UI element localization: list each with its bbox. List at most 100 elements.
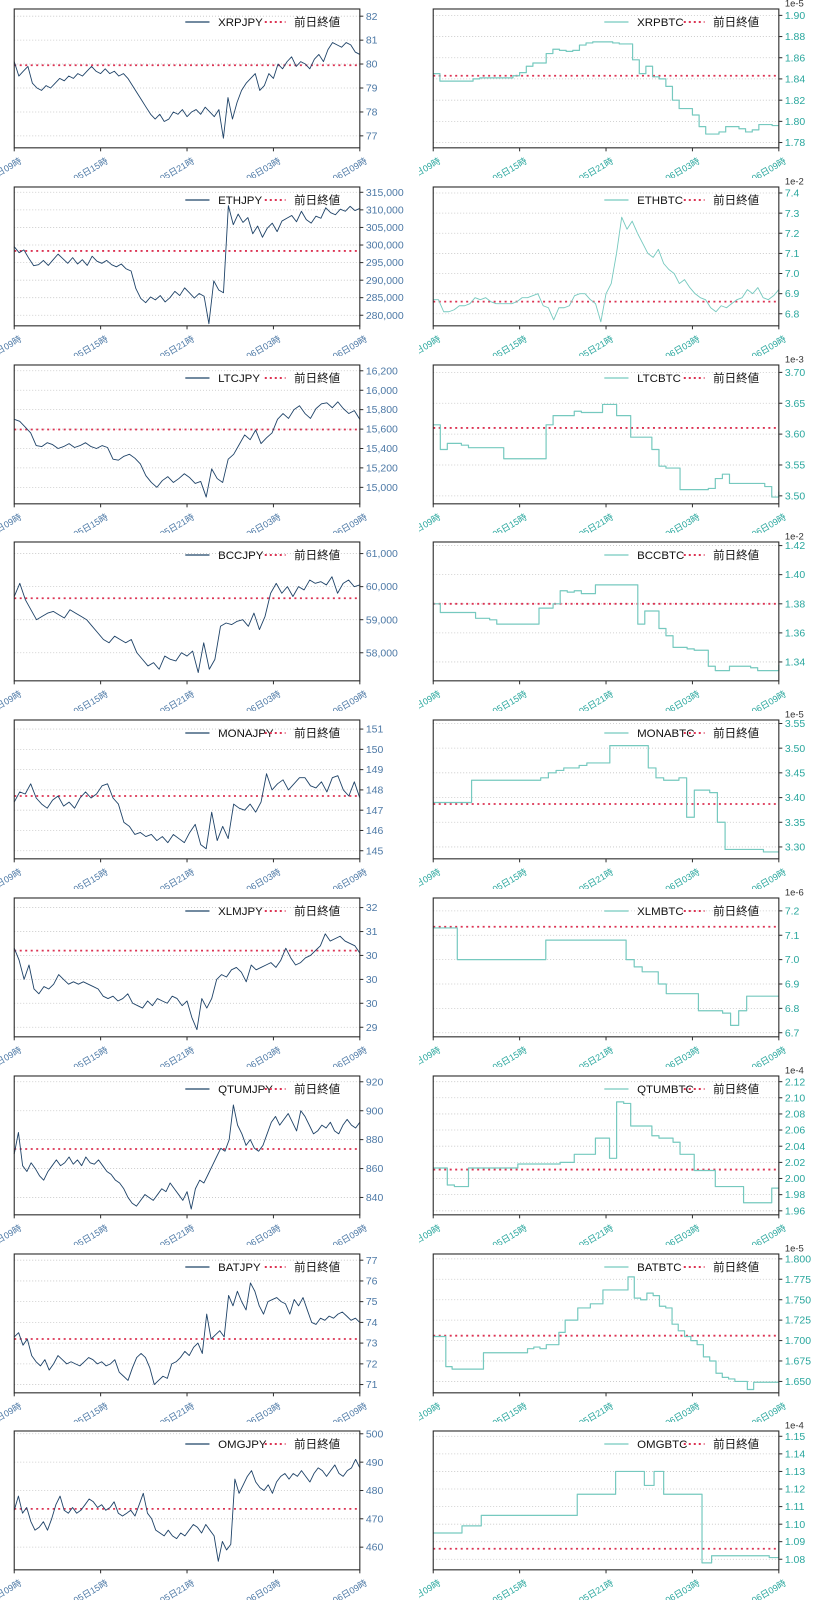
- chart-BCCJPY: 58,000 59,000 60,000 61,000 05日09時 05日15時 05日2…: [0, 533, 419, 711]
- chart-XRPJPY: 77 78 79 80 81 82 05日09時 05日15時 05日21時 06日03時 06日0…: [0, 0, 419, 178]
- chart-canvas-QTUMBTC: 1.96 1.98 2.00 2.02 2.04 2.06 2.08 2.10 2.12 05日0…: [419, 1067, 806, 1245]
- chart-ETHJPY: 280,000 285,000 290,000 295,000 300,000 305,0…: [0, 178, 419, 356]
- x-tick-label: 06日03時: [245, 511, 283, 533]
- legend-label-prev-close: 前日終値: [713, 15, 759, 29]
- x-tick-label: 06日03時: [664, 1578, 702, 1600]
- x-tick-label: 06日03時: [245, 156, 283, 178]
- y-tick-label: 1.86: [785, 53, 806, 64]
- legend-label-prev-close: 前日終値: [713, 1437, 759, 1451]
- y-tick-label: 29: [366, 1023, 378, 1034]
- chart-canvas-XLMBTC: 6.7 6.8 6.9 7.0 7.1 7.2 05日09時 05日15時 05日21時 06日0…: [419, 889, 804, 1067]
- x-tick-label: 05日21時: [158, 867, 196, 889]
- legend-label-symbol: QTUMJPY: [218, 1084, 273, 1096]
- y-tick-label: 150: [366, 745, 384, 756]
- x-tick-label: 05日15時: [491, 1045, 529, 1067]
- y-tick-label: 1.800: [785, 1254, 811, 1265]
- plot-frame: [13, 719, 361, 860]
- x-tick-label: 05日15時: [491, 689, 529, 711]
- x-tick-label: 05日21時: [577, 511, 615, 533]
- legend-label-prev-close: 前日終値: [294, 371, 340, 385]
- y-tick-label: 920: [366, 1077, 384, 1088]
- x-tick-label: 06日09時: [331, 1400, 369, 1422]
- y-tick-label: 7.0: [785, 955, 800, 966]
- axis-offset-label: 1e-6: [785, 889, 804, 898]
- y-tick-label: 3.45: [785, 769, 806, 780]
- x-tick-label: 06日03時: [664, 1400, 702, 1422]
- legend-label-prev-close: 前日終値: [294, 1260, 340, 1274]
- y-tick-label: 1.88: [785, 32, 806, 43]
- y-tick-label: 145: [366, 847, 384, 858]
- y-tick-label: 15,800: [366, 405, 398, 416]
- y-tick-label: 1.700: [785, 1336, 811, 1347]
- y-tick-label: 7.1: [785, 249, 800, 260]
- legend-label-prev-close: 前日終値: [713, 1082, 759, 1096]
- y-tick-label: 1.12: [785, 1485, 806, 1496]
- x-tick-label: 05日21時: [158, 1223, 196, 1245]
- y-tick-label: 147: [366, 806, 384, 817]
- x-tick-label: 05日15時: [72, 867, 110, 889]
- x-tick-label: 05日21時: [577, 867, 615, 889]
- y-tick-label: 1.38: [785, 600, 806, 611]
- x-tick-label: 06日03時: [245, 1223, 283, 1245]
- x-tick-label: 05日15時: [491, 334, 529, 356]
- plot-frame: [13, 1253, 361, 1393]
- y-tick-label: 490: [366, 1458, 384, 1469]
- chart-canvas-XRPJPY: 77 78 79 80 81 82 05日09時 05日15時 05日21時 06日03時 06日0…: [0, 8, 378, 178]
- plot-frame: [432, 1075, 780, 1216]
- chart-canvas-BCCJPY: 58,000 59,000 60,000 61,000 05日09時 05日15時 05日2…: [0, 541, 398, 711]
- plot-frame: [432, 541, 780, 682]
- y-tick-label: 7.2: [785, 906, 800, 917]
- y-tick-label: 2.02: [785, 1158, 806, 1169]
- y-tick-label: 74: [366, 1318, 378, 1329]
- chart-BCCBTC: 1.34 1.36 1.38 1.40 1.42 05日09時 05日15時 05日21時 06…: [419, 533, 838, 711]
- x-tick-label: 05日09時: [419, 511, 442, 533]
- y-tick-label: 32: [366, 903, 378, 914]
- legend-label-symbol: BATBTC: [637, 1262, 681, 1274]
- y-tick-label: 1.725: [785, 1315, 811, 1326]
- x-tick-label: 06日03時: [245, 867, 283, 889]
- y-tick-label: 30: [366, 975, 378, 986]
- y-tick-label: 305,000: [366, 223, 404, 234]
- x-tick-label: 05日21時: [577, 689, 615, 711]
- price-line: [433, 41, 779, 135]
- chart-canvas-LTCJPY: 15,000 15,200 15,400 15,600 15,800 16,000 16,2…: [0, 364, 398, 533]
- x-tick-label: 05日21時: [158, 1400, 196, 1422]
- y-tick-label: 15,400: [366, 444, 398, 455]
- axis-offset-label: 1e-4: [785, 1422, 804, 1431]
- chart-XLMBTC: 6.7 6.8 6.9 7.0 7.1 7.2 05日09時 05日15時 05日21時 06日0…: [419, 889, 838, 1067]
- chart-canvas-BCCBTC: 1.34 1.36 1.38 1.40 1.42 05日09時 05日15時 05日21時 06…: [419, 533, 806, 711]
- y-tick-label: 280,000: [366, 311, 404, 322]
- y-tick-label: 77: [366, 1255, 378, 1266]
- x-tick-label: 06日03時: [245, 1578, 283, 1600]
- x-tick-label: 06日09時: [750, 1223, 788, 1245]
- x-tick-label: 05日15時: [72, 334, 110, 356]
- y-tick-label: 77: [366, 131, 378, 142]
- y-tick-label: 1.40: [785, 571, 806, 582]
- y-tick-label: 1.15: [785, 1432, 806, 1443]
- price-line: [433, 745, 779, 853]
- y-tick-label: 6.8: [785, 1004, 800, 1015]
- chart-OMGJPY: 460 470 480 490 500 05日09時 05日15時 05日21時 06日03時 0…: [0, 1422, 419, 1600]
- chart-canvas-OMGBTC: 1.08 1.09 1.10 1.11 1.12 1.13 1.14 1.15 05日09時 05…: [419, 1422, 806, 1600]
- y-tick-label: 7.0: [785, 269, 800, 280]
- x-tick-label: 06日03時: [245, 1045, 283, 1067]
- y-tick-label: 81: [366, 36, 378, 47]
- x-tick-label: 05日09時: [0, 156, 23, 178]
- chart-ETHBTC: 6.8 6.9 7.0 7.1 7.2 7.3 7.4 05日09時 05日15時 05日21時 0…: [419, 178, 838, 356]
- plot-frame: [432, 364, 780, 504]
- y-tick-label: 79: [366, 84, 378, 95]
- x-tick-label: 05日09時: [419, 1045, 442, 1067]
- y-tick-label: 71: [366, 1380, 378, 1391]
- y-tick-label: 285,000: [366, 293, 404, 304]
- axis-offset-label: 1e-5: [785, 0, 804, 9]
- x-tick-label: 05日09時: [0, 334, 23, 356]
- y-tick-label: 1.675: [785, 1356, 811, 1367]
- y-tick-label: 16,000: [366, 385, 398, 396]
- y-tick-label: 470: [366, 1515, 384, 1526]
- y-tick-label: 15,200: [366, 463, 398, 474]
- y-tick-label: 58,000: [366, 649, 398, 660]
- x-tick-label: 06日03時: [664, 867, 702, 889]
- chart-QTUMJPY: 840 860 880 900 920 05日09時 05日15時 05日21時 06日03時 0…: [0, 1067, 419, 1245]
- chart-canvas-XLMJPY: 29 30 30 30 31 32 05日09時 05日15時 05日21時 06日03時 06日0…: [0, 897, 378, 1067]
- y-tick-label: 3.30: [785, 843, 806, 854]
